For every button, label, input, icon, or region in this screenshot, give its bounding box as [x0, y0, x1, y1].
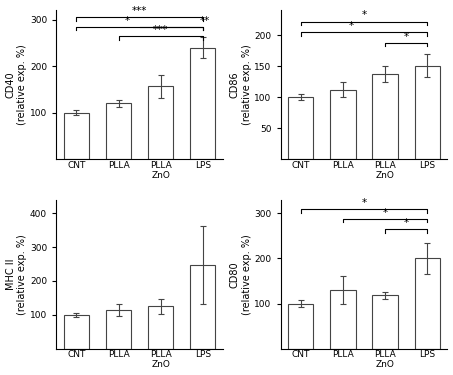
Text: *: *	[361, 198, 366, 208]
Text: *: *	[382, 208, 388, 218]
Bar	[190, 48, 216, 159]
Text: ***: ***	[132, 6, 147, 16]
Bar	[414, 258, 440, 349]
Bar	[64, 315, 89, 349]
Bar	[106, 104, 131, 159]
Bar	[414, 66, 440, 159]
Bar	[190, 265, 216, 349]
Text: *: *	[404, 218, 409, 228]
Text: *: *	[361, 10, 366, 21]
Bar	[330, 290, 356, 349]
Y-axis label: CD86
(relative exp. %): CD86 (relative exp. %)	[230, 45, 251, 125]
Y-axis label: CD80
(relative exp. %): CD80 (relative exp. %)	[230, 234, 251, 315]
Bar	[288, 97, 313, 159]
Bar	[372, 74, 398, 159]
Bar	[64, 113, 89, 159]
Text: *: *	[125, 15, 130, 26]
Text: ***: ***	[153, 25, 169, 35]
Bar	[372, 296, 398, 349]
Bar	[330, 90, 356, 159]
Bar	[288, 303, 313, 349]
Bar	[148, 306, 173, 349]
Text: *: *	[404, 32, 409, 42]
Text: *: *	[349, 21, 354, 31]
Bar	[148, 86, 173, 159]
Text: **: **	[200, 15, 210, 26]
Y-axis label: MHC II
(relative exp. %): MHC II (relative exp. %)	[5, 234, 27, 315]
Y-axis label: CD40
(relative exp. %): CD40 (relative exp. %)	[5, 45, 27, 125]
Bar	[106, 310, 131, 349]
